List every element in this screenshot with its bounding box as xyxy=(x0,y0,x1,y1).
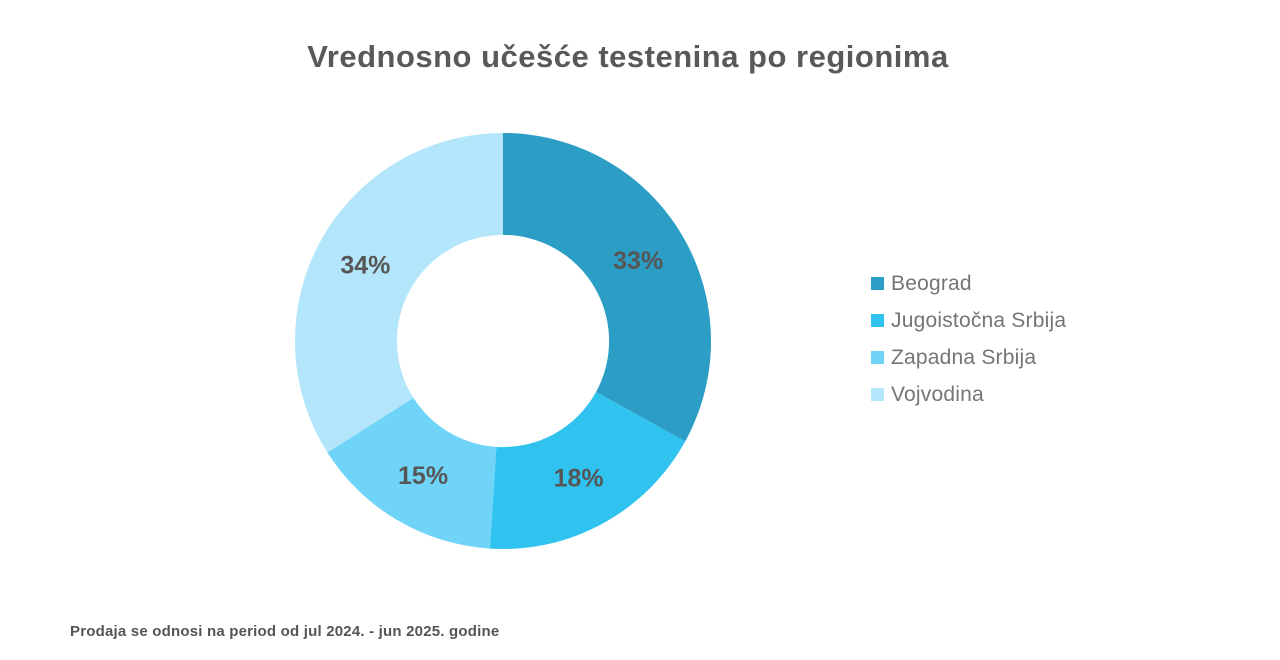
donut-chart: 33% 18% 15% 34% xyxy=(295,133,711,549)
slice-label-3: 34% xyxy=(340,251,390,279)
slice-label-2: 15% xyxy=(398,462,448,490)
donut-slice-0 xyxy=(503,133,711,442)
legend-item: Beograd xyxy=(871,271,1066,295)
legend-item-label: Beograd xyxy=(891,271,972,295)
legend-item-label: Vojvodina xyxy=(891,382,984,406)
legend-item-label: Zapadna Srbija xyxy=(891,345,1037,369)
slice-label-0: 33% xyxy=(613,247,663,275)
legend-swatch-icon xyxy=(871,277,884,290)
legend-item: Jugoistočna Srbija xyxy=(871,308,1067,332)
donut-slice-2 xyxy=(327,397,497,549)
legend-swatch-icon xyxy=(871,351,884,364)
legend-swatch-icon xyxy=(871,388,884,401)
donut-slice-1 xyxy=(489,392,686,549)
legend-item: Vojvodina xyxy=(871,382,1066,406)
slice-label-1: 18% xyxy=(554,465,604,493)
chart-legend: Beograd Jugoistočna Srbija Zapadna Srbija V… xyxy=(871,271,1067,421)
legend-item: Zapadna Srbija xyxy=(871,345,1066,369)
chart-title: Vrednosno učešće testenina po regionima xyxy=(307,39,949,74)
legend-swatch-icon xyxy=(871,314,884,327)
legend-item-label: Jugoistočna Srbija xyxy=(891,308,1067,332)
donut-slice-3 xyxy=(295,133,503,453)
chart-footnote: Prodaja se odnosi na period od jul 2024.… xyxy=(70,623,500,640)
